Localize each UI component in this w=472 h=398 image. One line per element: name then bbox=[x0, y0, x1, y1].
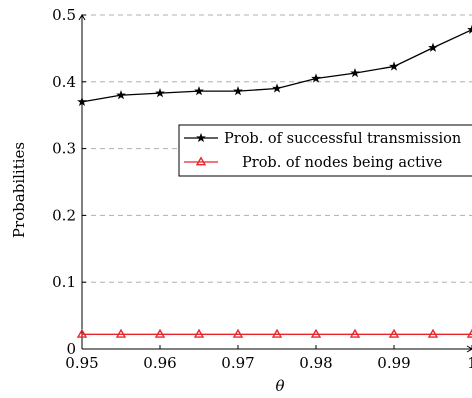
x-axis-arrowhead bbox=[466, 345, 472, 353]
legend-marker-0 bbox=[196, 132, 206, 143]
data-point-0-8 bbox=[389, 61, 399, 71]
data-point-1-9 bbox=[427, 328, 439, 338]
legend-label-0: Prob. of successful transmission bbox=[224, 131, 461, 147]
xtick-label-4: 0.99 bbox=[377, 354, 410, 372]
data-point-1-5 bbox=[271, 328, 283, 338]
x-axis-label: θ bbox=[275, 377, 284, 395]
data-point-0-3 bbox=[194, 86, 204, 96]
legend: Prob. of successful transmission Prob. of… bbox=[178, 124, 472, 177]
data-point-1-3 bbox=[193, 328, 205, 338]
data-point-1-0 bbox=[76, 328, 88, 338]
data-point-1-2 bbox=[154, 328, 166, 338]
data-point-0-5 bbox=[272, 83, 282, 93]
data-point-0-9 bbox=[428, 42, 438, 52]
xtick-label-2: 0.97 bbox=[221, 354, 254, 372]
ytick-label-4: 0.4 bbox=[52, 73, 76, 91]
data-point-0-2 bbox=[155, 88, 165, 98]
y-axis-label: Probabilities bbox=[10, 142, 28, 238]
data-point-1-10 bbox=[466, 328, 472, 338]
series-line-0 bbox=[81, 29, 472, 103]
xtick-label-5: 1 bbox=[467, 354, 472, 372]
data-point-1-1 bbox=[115, 328, 127, 338]
data-point-0-4 bbox=[233, 86, 243, 96]
data-point-0-0 bbox=[77, 96, 87, 106]
data-point-0-6 bbox=[311, 73, 321, 83]
xtick-label-3: 0.98 bbox=[299, 354, 332, 372]
data-point-0-1 bbox=[116, 90, 126, 100]
ytick-label-5: 0.5 bbox=[52, 6, 76, 24]
legend-marker-1 bbox=[195, 156, 207, 166]
ytick-label-1: 0.1 bbox=[52, 273, 76, 291]
data-point-1-8 bbox=[388, 328, 400, 338]
series-1 bbox=[76, 328, 472, 338]
ytick-label-3: 0.3 bbox=[52, 140, 76, 158]
series-0 bbox=[77, 24, 472, 106]
tick-marks bbox=[81, 14, 472, 350]
xtick-label-1: 0.96 bbox=[143, 354, 176, 372]
legend-label-1: Prob. of nodes being active bbox=[242, 155, 442, 171]
data-point-1-4 bbox=[232, 328, 244, 338]
data-point-0-7 bbox=[350, 68, 360, 78]
ytick-label-2: 0.2 bbox=[52, 206, 76, 224]
data-point-1-6 bbox=[310, 328, 322, 338]
xtick-label-0: 0.95 bbox=[65, 354, 98, 372]
series-layer bbox=[76, 24, 472, 338]
axes bbox=[78, 14, 472, 353]
data-point-0-10 bbox=[467, 24, 472, 34]
ytick-label-0: 0 bbox=[66, 340, 76, 358]
legend-box bbox=[178, 124, 472, 177]
data-point-1-7 bbox=[349, 328, 361, 338]
legend-entries: Prob. of successful transmission Prob. of… bbox=[184, 131, 461, 171]
